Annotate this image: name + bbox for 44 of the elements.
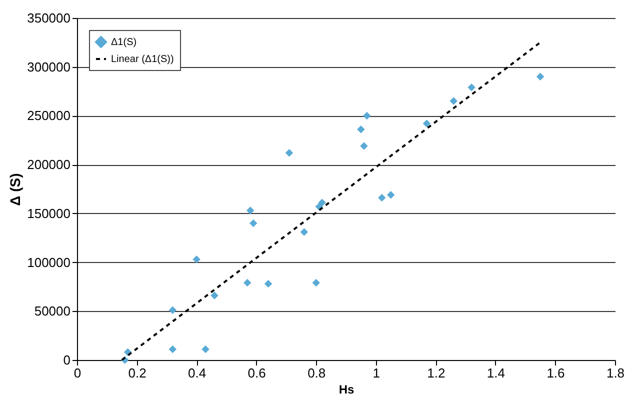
y-tick-label: 250000 [27,108,70,124]
x-tick-label: 0.2 [128,366,146,380]
point [300,228,308,236]
y-tick-label: 200000 [27,157,70,172]
y-tick-label: 300000 [27,59,70,74]
point [468,84,476,92]
point [168,345,177,354]
point [246,206,254,214]
x-tick-label: 0 [74,366,82,380]
y-tick-label: 50000 [34,304,70,319]
point [450,97,458,105]
x-tick-label: 1.8 [606,366,625,380]
point [363,112,371,120]
point [243,278,252,287]
point [357,126,365,134]
x-tick-label: 0.4 [188,366,206,380]
point [536,72,544,80]
point [285,148,294,157]
legend-label: Linear (Δ1(S)) [111,54,174,65]
y-tick-label: 350000 [27,10,70,26]
legend-label: Δ1(S) [111,37,137,48]
point [422,120,431,128]
point [378,194,386,202]
point [168,306,177,314]
x-tick-label: 0.8 [308,366,326,380]
x-axis-title: Hs [338,382,354,396]
x-tick-label: 1.2 [427,366,446,380]
x-tick-label: 1 [372,366,380,380]
point [210,292,218,300]
y-tick-label: 0 [63,352,70,368]
point [312,278,320,287]
x-tick-label: 1.4 [486,366,505,380]
point [318,198,326,207]
x-tick-label: 0.6 [248,366,266,380]
point [264,280,272,288]
point [192,255,200,264]
y-tick-label: 100000 [27,254,70,270]
point [249,219,258,228]
y-axis-title: Δ (S) [7,173,24,206]
x-tick-label: 1.6 [546,366,565,380]
point [386,190,395,199]
point [202,345,210,354]
point [360,142,368,150]
y-tick-label: 150000 [27,206,70,221]
